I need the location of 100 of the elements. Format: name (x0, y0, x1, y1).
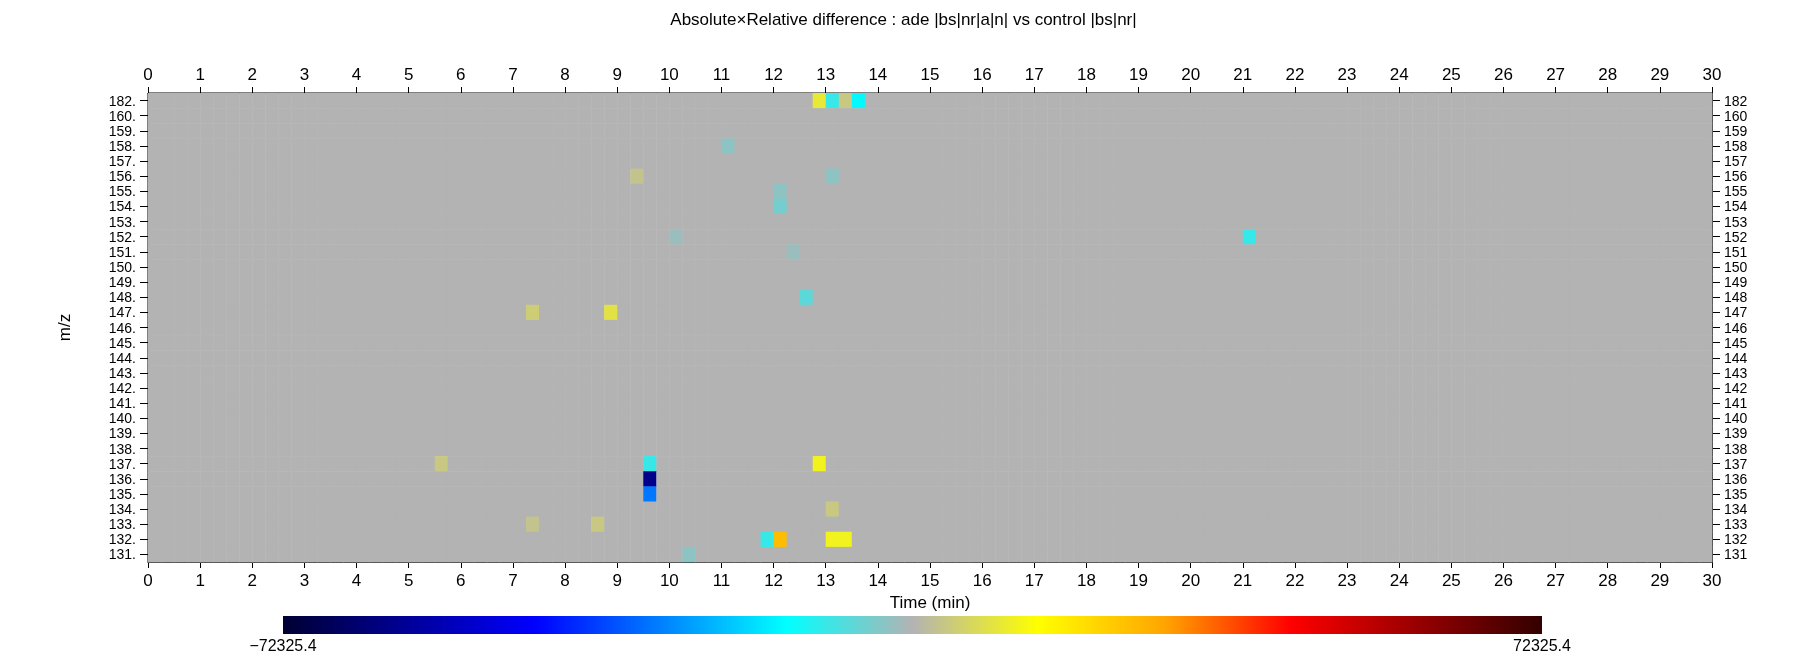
x-tick-label: 22 (1285, 571, 1305, 590)
y-tick-label: 141. (108, 395, 136, 412)
x-axis-title: Time (min) (889, 592, 971, 612)
y-tick-label: 151. (108, 243, 136, 260)
y-tick-label: 146. (108, 319, 136, 336)
x2-tick-label: 30 (1702, 65, 1722, 84)
x-tick-label: 26 (1494, 571, 1513, 590)
x-tick-label: 23 (1337, 571, 1357, 590)
y2-tick-label: 138 (1724, 440, 1748, 457)
y2-tick-label: 136 (1724, 470, 1748, 487)
y2-tick-label: 182 (1724, 92, 1748, 109)
y2-tick-label: 132 (1724, 531, 1748, 548)
x-tick-label: 17 (1024, 571, 1044, 590)
x-tick-label: 20 (1181, 571, 1201, 590)
x2-tick-label: 12 (764, 65, 784, 84)
y2-tick-label: 156 (1724, 168, 1748, 185)
y2-tick-label: 149 (1724, 274, 1748, 291)
y2-tick-label: 140 (1724, 410, 1748, 427)
y-tick-label: 182. (108, 92, 136, 109)
x2-tick-label: 19 (1129, 65, 1148, 84)
x2-tick-label: 21 (1233, 65, 1253, 84)
x2-tick-label: 4 (351, 65, 362, 84)
y-tick-label: 140. (108, 410, 136, 427)
y-tick-label: 135. (108, 485, 136, 502)
x2-tick-label: 10 (659, 65, 679, 84)
x-tick-label: 18 (1076, 571, 1096, 590)
y-tick-label: 134. (108, 501, 136, 518)
y2-tick-label: 137 (1724, 455, 1748, 472)
x2-tick-label: 26 (1494, 65, 1513, 84)
color-bar-label: −72325.4 (249, 637, 317, 654)
x-tick-label: 25 (1441, 571, 1461, 590)
x-tick-label: 27 (1546, 571, 1566, 590)
y-tick-label: 139. (108, 425, 136, 442)
x-tick-label: 5 (403, 571, 414, 590)
x2-tick-label: 6 (456, 65, 466, 84)
y2-tick-label: 133 (1724, 516, 1748, 533)
x2-tick-label: 22 (1285, 65, 1305, 84)
y-tick-label: 154. (108, 198, 136, 215)
y-tick-label: 142. (108, 380, 136, 397)
y2-tick-label: 144 (1724, 349, 1748, 366)
y2-tick-label: 153 (1724, 213, 1748, 230)
x-tick-label: 16 (972, 571, 992, 590)
x2-tick-label: 27 (1546, 65, 1566, 84)
y2-tick-label: 158 (1724, 137, 1748, 154)
x-tick-label: 6 (456, 571, 466, 590)
y-tick-label: 160. (108, 107, 136, 124)
x-tick-label: 11 (712, 571, 731, 590)
y2-tick-label: 142 (1724, 380, 1748, 397)
x-tick-label: 28 (1598, 571, 1618, 590)
x2-tick-label: 13 (816, 65, 836, 84)
y-tick-label: 156. (108, 168, 136, 185)
y-tick-label: 144. (108, 349, 136, 366)
y-tick-label: 138. (108, 440, 136, 457)
y-tick-label: 133. (108, 516, 136, 533)
y-tick-label: 150. (108, 258, 136, 275)
y-tick-label: 158. (108, 137, 136, 154)
y2-tick-label: 139 (1724, 425, 1748, 442)
x2-tick-label: 1 (195, 65, 205, 84)
y2-tick-label: 157 (1724, 153, 1748, 170)
x2-tick-label: 17 (1024, 65, 1044, 84)
x2-tick-label: 9 (612, 65, 622, 84)
y2-tick-label: 134 (1724, 501, 1748, 518)
y-tick-label: 143. (108, 364, 136, 381)
x2-tick-label: 14 (868, 65, 888, 84)
x-tick-label: 9 (612, 571, 622, 590)
x2-tick-label: 3 (299, 65, 310, 84)
x-tick-label: 12 (764, 571, 784, 590)
x-tick-label: 24 (1389, 571, 1409, 590)
y-tick-label: 147. (108, 304, 136, 321)
x2-tick-label: 20 (1181, 65, 1201, 84)
x-tick-label: 0 (143, 571, 153, 590)
x-tick-label: 2 (247, 571, 257, 590)
x2-tick-label: 0 (143, 65, 153, 84)
y-tick-label: 153. (108, 213, 136, 230)
x2-tick-label: 11 (712, 65, 731, 84)
x2-tick-label: 29 (1650, 65, 1670, 84)
x2-tick-label: 25 (1441, 65, 1461, 84)
x2-tick-label: 16 (972, 65, 992, 84)
x-tick-label: 10 (659, 571, 679, 590)
x2-tick-label: 24 (1389, 65, 1409, 84)
x-tick-label: 14 (868, 571, 888, 590)
y-tick-label: 148. (108, 289, 136, 306)
y2-tick-label: 151 (1724, 243, 1748, 260)
x2-tick-label: 15 (920, 65, 940, 84)
x-tick-label: 1 (195, 571, 205, 590)
y2-tick-label: 159 (1724, 122, 1748, 139)
x2-tick-label: 5 (403, 65, 414, 84)
x2-tick-label: 18 (1076, 65, 1096, 84)
y2-tick-label: 135 (1724, 485, 1748, 502)
y2-tick-label: 152 (1724, 228, 1748, 245)
y-axis-title: m/z (55, 313, 74, 342)
x-tick-label: 4 (351, 571, 362, 590)
color-bar-label: 72325.4 (1513, 637, 1572, 654)
x-tick-label: 13 (816, 571, 836, 590)
y-tick-label: 136. (108, 470, 136, 487)
y2-tick-label: 141 (1724, 395, 1748, 412)
chart-title: Absolute×Relative difference : ade |bs|nr|a|n| vs control |bs|nr| (670, 10, 1137, 29)
y-tick-label: 159. (108, 122, 136, 139)
x2-tick-label: 28 (1598, 65, 1618, 84)
y2-tick-label: 143 (1724, 364, 1748, 381)
